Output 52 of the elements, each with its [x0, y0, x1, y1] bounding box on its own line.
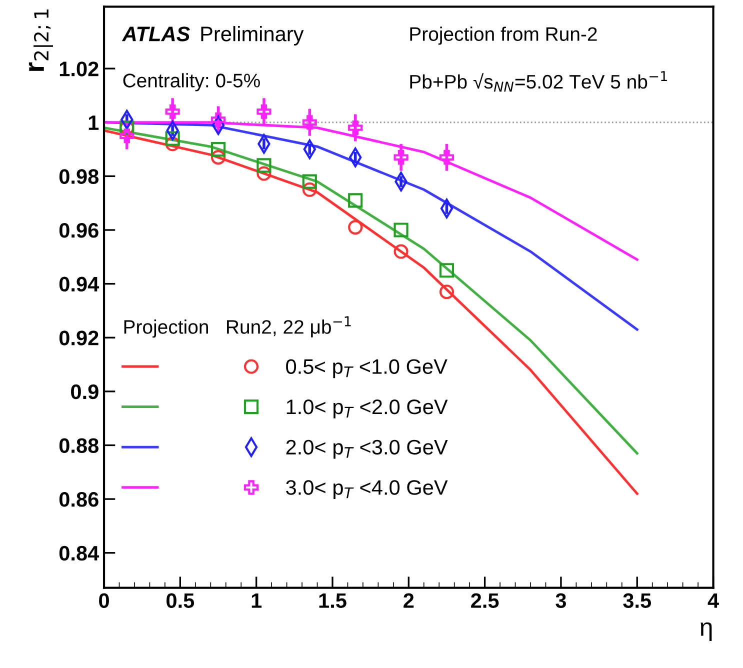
- point: [348, 120, 363, 136]
- x-tick-label: 1.5: [319, 593, 346, 608]
- annotation: Centrality: 0-5%: [123, 73, 260, 92]
- x-tick-label: 0.5: [166, 593, 194, 608]
- annotation: Pb+Pb √s$_{NN}$=5.02 TeV 5 nb$^{−1}$: [410, 71, 667, 92]
- x-tick-label: 3: [556, 593, 566, 608]
- point: [302, 174, 317, 189]
- annotation: Projection from Run-2: [410, 26, 597, 45]
- y-tick-label: 0.94: [59, 276, 100, 292]
- point: [439, 150, 454, 165]
- point: [120, 128, 134, 144]
- y-tick-label: 1: [88, 116, 99, 130]
- y-tick-label: 0.88: [59, 438, 99, 453]
- x-tick-label: 2.5: [471, 593, 499, 608]
- point: [394, 222, 408, 238]
- x-tick-label: 0: [99, 593, 109, 608]
- point: [439, 263, 454, 278]
- point: [210, 150, 226, 165]
- legend-label: 2.0< p$_{T}$ <3.0 GeV: [286, 440, 448, 459]
- point: [394, 150, 408, 165]
- y-tick-label: 0.86: [59, 492, 98, 507]
- point: [348, 193, 363, 208]
- legend-label: 0.5< p$_{T}$ <1.0 GeV: [286, 359, 448, 378]
- annotation: ATLAS Preliminary: [122, 26, 304, 46]
- y-tick-label: 0.96: [59, 222, 98, 238]
- point: [165, 104, 180, 119]
- point: [165, 136, 180, 152]
- point: [256, 104, 272, 119]
- y-axis-title: r$_{2|2;1}$: [28, 10, 53, 71]
- y-tick-label: 0.98: [59, 169, 99, 184]
- point: [256, 166, 272, 181]
- legend-label: 3.0< p$_{T}$ <4.0 GeV: [286, 480, 448, 499]
- legend-title: Projection Run2, 22 μb$^{−1}$: [124, 316, 351, 338]
- x-axis-title: η: [700, 622, 712, 641]
- point: [394, 244, 408, 259]
- point: [439, 284, 454, 300]
- x-tick-label: 2: [404, 593, 414, 608]
- y-tick-label: 0.9: [71, 384, 98, 400]
- point: [165, 131, 180, 146]
- y-tick-label: 0.92: [59, 330, 98, 346]
- point: [210, 142, 226, 157]
- x-tick-label: 4: [708, 593, 719, 608]
- x-tick-label: 1: [252, 593, 262, 608]
- point: [256, 158, 272, 173]
- y-tick-label: 0.84: [59, 546, 100, 561]
- legend-label: 1.0< p$_{T}$ <2.0 GeV: [286, 400, 448, 418]
- point: [302, 115, 317, 130]
- x-tick-label: 3.5: [623, 593, 652, 608]
- point: [302, 182, 317, 197]
- point: [210, 112, 226, 127]
- y-tick-label: 1.02: [60, 62, 98, 76]
- point: [348, 220, 363, 235]
